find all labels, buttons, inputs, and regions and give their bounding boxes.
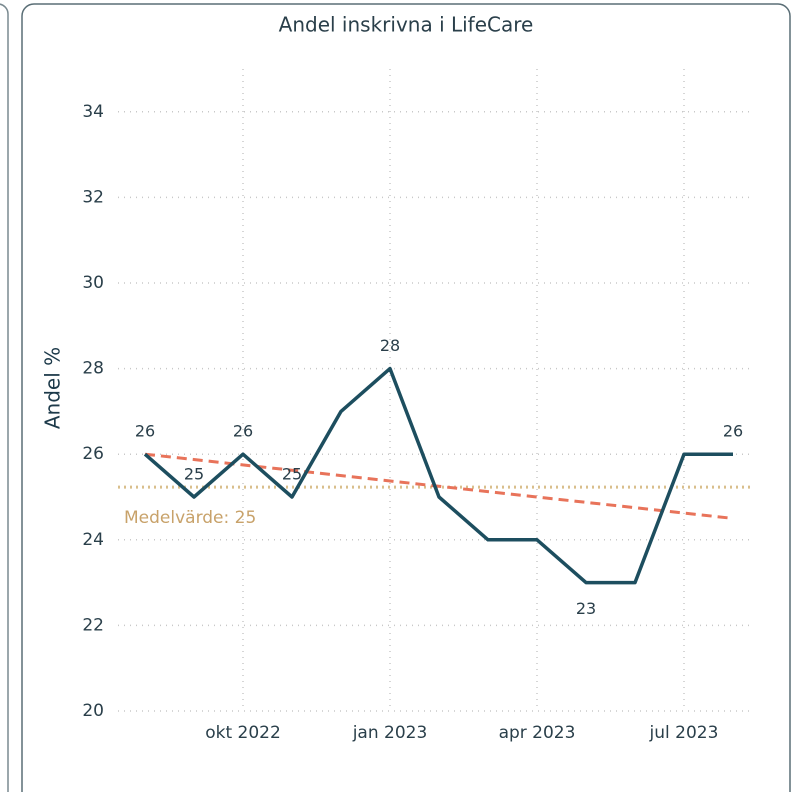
y-tick-label: 32	[82, 187, 104, 207]
data-label: 23	[576, 599, 596, 618]
y-tick-label: 24	[82, 530, 104, 550]
data-label: 26	[233, 422, 253, 441]
y-tick-label: 26	[82, 444, 104, 464]
data-label: 25	[282, 465, 302, 484]
y-tick-label: 30	[82, 273, 104, 293]
x-tick-label: jan 2023	[352, 723, 428, 743]
data-label: 25	[184, 465, 204, 484]
y-tick-label: 28	[82, 359, 104, 379]
x-tick-label: okt 2022	[205, 723, 281, 743]
trend-line	[144, 452, 734, 520]
data-label: 26	[723, 422, 743, 441]
card	[21, 3, 791, 792]
y-axis-label: Andel %	[41, 347, 65, 429]
reference-label: Medelvärde: 25	[124, 508, 256, 528]
x-tick-label: apr 2023	[499, 723, 576, 743]
data-label: 26	[135, 422, 155, 441]
y-tick-label: 20	[82, 701, 104, 721]
data-line	[143, 366, 733, 585]
data-label: 28	[380, 336, 400, 355]
side-card	[0, 3, 9, 792]
y-tick-label: 34	[82, 102, 104, 122]
y-tick-label: 22	[82, 615, 104, 635]
x-tick-label: jul 2023	[649, 723, 719, 743]
chart-title: Andel inskrivna i LifeCare	[279, 13, 534, 37]
